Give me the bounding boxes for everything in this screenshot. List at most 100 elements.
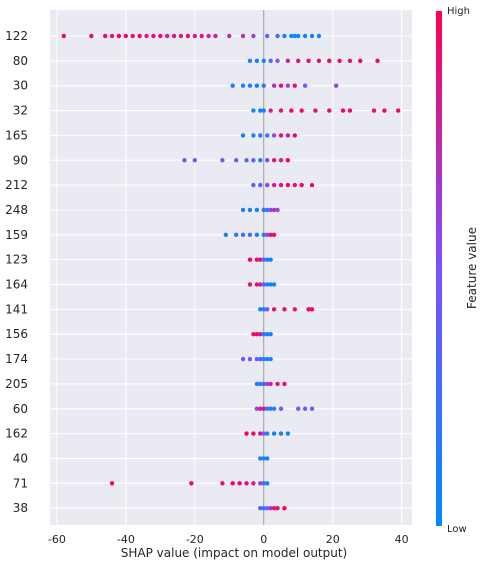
shap-point: [247, 257, 253, 262]
shap-point: [258, 307, 263, 312]
feature-label: 71: [13, 476, 28, 490]
shap-point: [265, 182, 270, 188]
shap-point: [261, 58, 266, 64]
shap-point: [261, 356, 266, 362]
shap-point: [306, 307, 311, 312]
feature-label: 174: [5, 352, 28, 366]
shap-point: [247, 58, 253, 64]
colorbar-title: Feature value: [465, 227, 479, 309]
x-axis-title: SHAP value (impact on model output): [121, 546, 348, 560]
shap-point: [247, 83, 253, 88]
shap-point: [151, 33, 156, 39]
shap-point: [240, 232, 246, 237]
shap-point: [261, 406, 266, 411]
shap-point: [285, 83, 291, 88]
shap-point: [268, 381, 273, 387]
shap-point: [233, 158, 239, 163]
shap-point: [247, 282, 253, 287]
shap-point: [220, 481, 225, 486]
feature-labels: 122 80 30 32 165 90 212 248 159 123 164 141 156 174 20…: [5, 29, 28, 515]
shap-point: [199, 33, 204, 39]
shap-point: [251, 431, 256, 436]
shap-point: [251, 133, 256, 138]
shap-point: [265, 282, 270, 287]
shap-point: [271, 83, 277, 88]
shap-point: [296, 406, 301, 411]
shap-point: [302, 83, 308, 88]
shap-point: [254, 257, 260, 262]
shap-point: [109, 33, 115, 39]
shap-point: [309, 307, 315, 312]
shap-point: [192, 33, 197, 39]
shap-point: [258, 505, 263, 511]
shap-point: [265, 232, 270, 237]
shap-point: [327, 108, 332, 113]
shap-point: [223, 232, 229, 237]
shap-point: [240, 33, 246, 39]
shap-point: [289, 33, 294, 39]
shap-point: [251, 108, 256, 113]
shap-point: [292, 33, 297, 39]
shap-point: [227, 33, 232, 39]
feature-label: 32: [13, 104, 28, 118]
shap-point: [292, 307, 297, 312]
shap-point: [261, 207, 266, 213]
shap-point: [258, 282, 263, 287]
feature-label: 159: [5, 228, 28, 242]
feature-label: 162: [5, 427, 28, 441]
shap-point: [282, 307, 287, 312]
shap-point: [275, 505, 280, 511]
shap-point: [313, 108, 318, 113]
shap-point: [271, 406, 277, 411]
shap-point: [282, 33, 287, 39]
shap-point: [185, 33, 191, 39]
shap-point: [247, 356, 253, 362]
shap-point: [254, 232, 260, 237]
shap-point: [244, 481, 249, 486]
plot-background: [50, 10, 412, 525]
shap-point: [271, 133, 277, 138]
shap-point: [396, 108, 401, 113]
shap-point: [268, 282, 273, 287]
shap-point: [285, 58, 291, 64]
shap-point: [171, 33, 177, 39]
feature-label: 164: [5, 278, 28, 292]
shap-point: [333, 83, 339, 88]
shap-point: [265, 332, 270, 337]
shap-point: [189, 481, 194, 486]
shap-point: [258, 356, 263, 362]
shap-point: [230, 83, 235, 88]
shap-point: [261, 456, 266, 461]
shap-point: [278, 158, 284, 163]
feature-label: 165: [5, 128, 28, 142]
shap-point: [247, 232, 253, 237]
shap-point: [61, 33, 66, 39]
shap-point: [371, 108, 377, 113]
feature-label: 205: [5, 377, 28, 391]
shap-point: [261, 282, 266, 287]
shap-point: [327, 58, 332, 64]
shap-point: [268, 332, 273, 337]
data-points: [61, 33, 401, 511]
shap-point: [251, 33, 256, 39]
shap-point: [271, 282, 277, 287]
shap-point: [244, 158, 249, 163]
x-tick-label: -60: [48, 533, 66, 546]
shap-point: [265, 505, 270, 511]
shap-point: [258, 431, 263, 436]
shap-point: [299, 182, 304, 188]
shap-point: [247, 207, 253, 213]
feature-label: 212: [5, 178, 28, 192]
shap-point: [254, 83, 260, 88]
feature-label: 122: [5, 29, 28, 43]
shap-point: [299, 108, 304, 113]
shap-point: [261, 332, 266, 337]
shap-point: [271, 207, 277, 213]
shap-point: [268, 356, 273, 362]
shap-point: [261, 481, 266, 486]
shap-point: [240, 83, 246, 88]
shap-point: [292, 83, 297, 88]
shap-point: [258, 182, 263, 188]
shap-point: [254, 58, 260, 64]
